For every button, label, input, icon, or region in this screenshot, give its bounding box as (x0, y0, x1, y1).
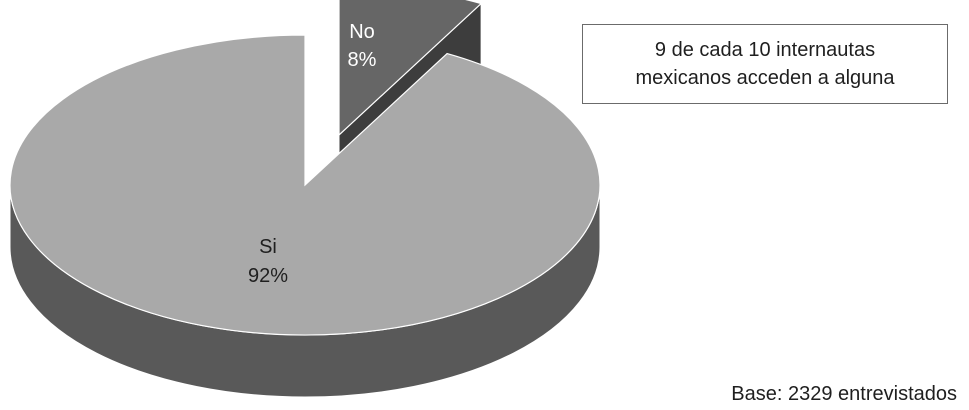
annotation-line-2: mexicanos acceden a alguna (635, 67, 895, 89)
slice-percent-si: 92% (248, 265, 288, 287)
slice-top-si (9, 34, 601, 336)
slice-label-no: No (349, 21, 375, 43)
annotation-box: 9 de cada 10 internautas mexicanos acced… (582, 24, 948, 104)
pie-tops (9, 0, 601, 336)
slice-top-no (338, 0, 483, 137)
slice-percent-no: 8% (348, 49, 377, 71)
slice-label-si: Si (259, 236, 277, 258)
pie-labels: Si 92% No 8% (248, 21, 377, 287)
base-note: Base: 2329 entrevistados (731, 383, 957, 405)
annotation-line-1: 9 de cada 10 internautas (654, 39, 876, 61)
